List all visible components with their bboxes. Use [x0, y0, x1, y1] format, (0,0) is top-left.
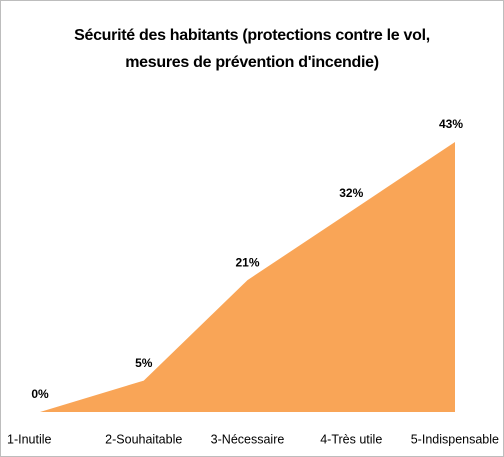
x-tick-label: 1-Inutile — [7, 432, 52, 446]
data-label: 0% — [31, 387, 49, 401]
data-label: 43% — [439, 117, 463, 131]
chart-title: Sécurité des habitants (protections cont… — [74, 27, 430, 71]
data-label: 21% — [235, 255, 259, 269]
x-tick-label: 5-Indispensable — [411, 432, 499, 446]
data-label: 5% — [135, 356, 153, 370]
area — [40, 142, 455, 412]
x-tick-label: 2-Souhaitable — [105, 432, 182, 446]
data-label: 32% — [339, 186, 363, 200]
x-tick-label: 3-Nécessaire — [211, 432, 285, 446]
x-tick-label: 4-Très utile — [320, 432, 382, 446]
